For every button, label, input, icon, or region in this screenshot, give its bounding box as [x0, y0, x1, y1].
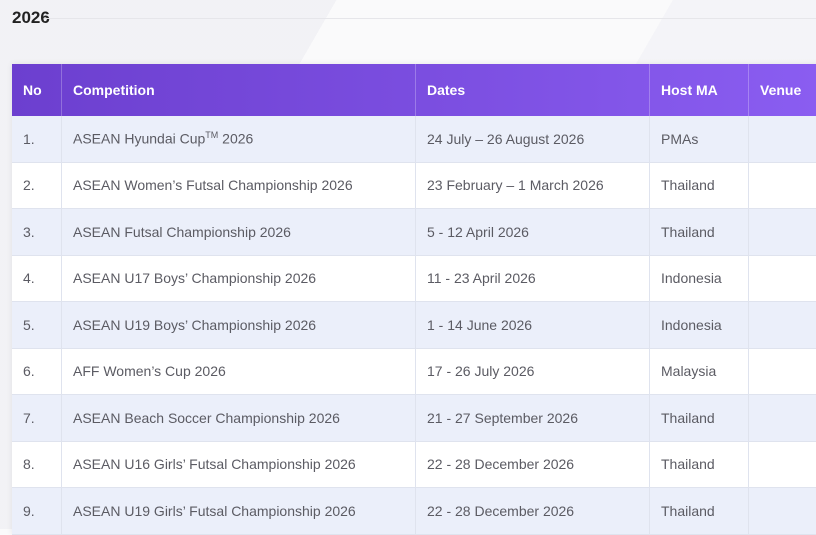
cell-dates: 23 February – 1 March 2026	[416, 162, 650, 209]
cell-host-ma: Thailand	[650, 488, 749, 535]
cell-venue	[749, 255, 816, 302]
cell-venue	[749, 116, 816, 162]
cell-no: 7.	[12, 395, 62, 442]
cell-competition: ASEAN U19 Boys’ Championship 2026	[62, 302, 416, 349]
cell-venue	[749, 441, 816, 488]
header-venue: Venue	[749, 64, 816, 116]
cell-competition: ASEAN Hyundai CupTM 2026	[62, 116, 416, 162]
cell-host-ma: Thailand	[650, 162, 749, 209]
cell-dates: 22 - 28 December 2026	[416, 488, 650, 535]
cell-no: 8.	[12, 441, 62, 488]
cell-no: 5.	[12, 302, 62, 349]
cell-dates: 5 - 12 April 2026	[416, 209, 650, 256]
cell-no: 1.	[12, 116, 62, 162]
cell-venue	[749, 348, 816, 395]
cell-competition: ASEAN Futsal Championship 2026	[62, 209, 416, 256]
cell-competition: AFF Women’s Cup 2026	[62, 348, 416, 395]
header-host-ma: Host MA	[650, 64, 749, 116]
competitions-table: No Competition Dates Host MA Venue 1.ASE…	[12, 64, 816, 535]
cell-host-ma: Malaysia	[650, 348, 749, 395]
cell-host-ma: Indonesia	[650, 302, 749, 349]
cell-venue	[749, 209, 816, 256]
table-header-row: No Competition Dates Host MA Venue	[12, 64, 816, 116]
cell-competition: ASEAN Beach Soccer Championship 2026	[62, 395, 416, 442]
cell-competition: ASEAN U19 Girls’ Futsal Championship 202…	[62, 488, 416, 535]
cell-no: 3.	[12, 209, 62, 256]
cell-host-ma: Thailand	[650, 209, 749, 256]
cell-no: 9.	[12, 488, 62, 535]
section-divider	[44, 18, 816, 19]
cell-venue	[749, 395, 816, 442]
cell-dates: 1 - 14 June 2026	[416, 302, 650, 349]
cell-dates: 24 July – 26 August 2026	[416, 116, 650, 162]
header-dates: Dates	[416, 64, 650, 116]
cell-competition: ASEAN U16 Girls’ Futsal Championship 202…	[62, 441, 416, 488]
cell-dates: 21 - 27 September 2026	[416, 395, 650, 442]
competition-name: ASEAN Hyundai Cup	[73, 131, 205, 147]
cell-no: 4.	[12, 255, 62, 302]
cell-no: 6.	[12, 348, 62, 395]
trademark-mark: TM	[205, 130, 218, 140]
cell-venue	[749, 162, 816, 209]
cell-dates: 11 - 23 April 2026	[416, 255, 650, 302]
cell-venue	[749, 488, 816, 535]
competition-year: 2026	[218, 131, 253, 147]
cell-dates: 17 - 26 July 2026	[416, 348, 650, 395]
cell-venue	[749, 302, 816, 349]
cell-no: 2.	[12, 162, 62, 209]
table-row: 8.ASEAN U16 Girls’ Futsal Championship 2…	[12, 441, 816, 488]
table-row: 2.ASEAN Women’s Futsal Championship 2026…	[12, 162, 816, 209]
cell-host-ma: Thailand	[650, 441, 749, 488]
cell-dates: 22 - 28 December 2026	[416, 441, 650, 488]
cell-host-ma: PMAs	[650, 116, 749, 162]
header-competition: Competition	[62, 64, 416, 116]
header-no: No	[12, 64, 62, 116]
cell-competition: ASEAN Women’s Futsal Championship 2026	[62, 162, 416, 209]
table-row: 9.ASEAN U19 Girls’ Futsal Championship 2…	[12, 488, 816, 535]
cell-competition: ASEAN U17 Boys’ Championship 2026	[62, 255, 416, 302]
cell-host-ma: Indonesia	[650, 255, 749, 302]
cell-host-ma: Thailand	[650, 395, 749, 442]
